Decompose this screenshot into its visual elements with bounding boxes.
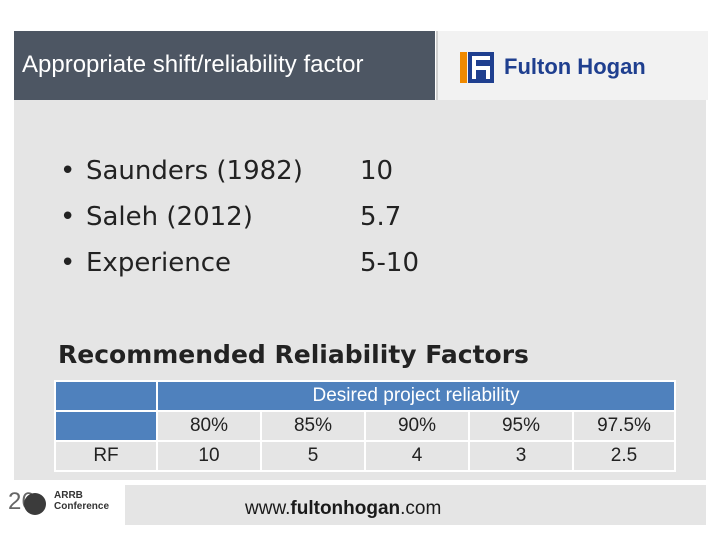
table-label-cell bbox=[54, 410, 158, 442]
conference-logo: ARRB Conference bbox=[54, 490, 109, 512]
rf-cell: 2.5 bbox=[572, 440, 676, 472]
title-bar: Appropriate shift/reliability factor bbox=[14, 31, 435, 100]
conference-line2: Conference bbox=[54, 501, 110, 512]
bullet-icon: • bbox=[60, 248, 76, 278]
arrb-emblem-icon bbox=[24, 493, 46, 515]
table-header-row: Desired project reliability bbox=[54, 380, 676, 412]
fulton-hogan-logo-icon bbox=[460, 52, 494, 83]
factor-value: 5-10 bbox=[360, 248, 420, 278]
url-prefix: www. bbox=[245, 498, 291, 519]
brand-logo-area: Fulton Hogan bbox=[436, 31, 708, 100]
rf-cell: 4 bbox=[364, 440, 470, 472]
reliability-cell: 97.5% bbox=[572, 410, 676, 442]
bullet-icon: • bbox=[60, 156, 76, 186]
reliability-cell: 85% bbox=[260, 410, 366, 442]
reliability-cell: 80% bbox=[156, 410, 262, 442]
brand-name: Fulton Hogan bbox=[504, 54, 646, 79]
rf-row: RF 10 5 4 3 2.5 bbox=[54, 440, 676, 472]
url-brand: fultonhogan bbox=[290, 498, 401, 519]
slide-title: Appropriate shift/reliability factor bbox=[22, 51, 364, 78]
factor-value: 5.7 bbox=[360, 202, 402, 232]
factor-source: Saleh (2012) bbox=[86, 202, 253, 232]
factor-source: Experience bbox=[86, 248, 231, 278]
rf-label-cell: RF bbox=[54, 440, 158, 472]
table-header-cell: Desired project reliability bbox=[156, 380, 676, 412]
section-title: Recommended Reliability Factors bbox=[58, 340, 529, 369]
reliability-table: Desired project reliability 80% 85% 90% … bbox=[54, 380, 676, 472]
url-suffix: .com bbox=[400, 498, 442, 519]
footer-bar bbox=[125, 485, 706, 525]
rf-cell: 10 bbox=[156, 440, 262, 472]
bullet-icon: • bbox=[60, 202, 76, 232]
reliability-cell: 90% bbox=[364, 410, 470, 442]
rf-cell: 3 bbox=[468, 440, 574, 472]
website-link[interactable]: www.fultonhogan.com bbox=[245, 498, 441, 520]
reliability-cell: 95% bbox=[468, 410, 574, 442]
factor-value: 10 bbox=[360, 156, 394, 186]
table-corner-cell bbox=[54, 380, 158, 412]
conference-line1: ARRB bbox=[54, 490, 83, 501]
reliability-row: 80% 85% 90% 95% 97.5% bbox=[54, 410, 676, 442]
factor-source: Saunders (1982) bbox=[86, 156, 303, 186]
rf-cell: 5 bbox=[260, 440, 366, 472]
